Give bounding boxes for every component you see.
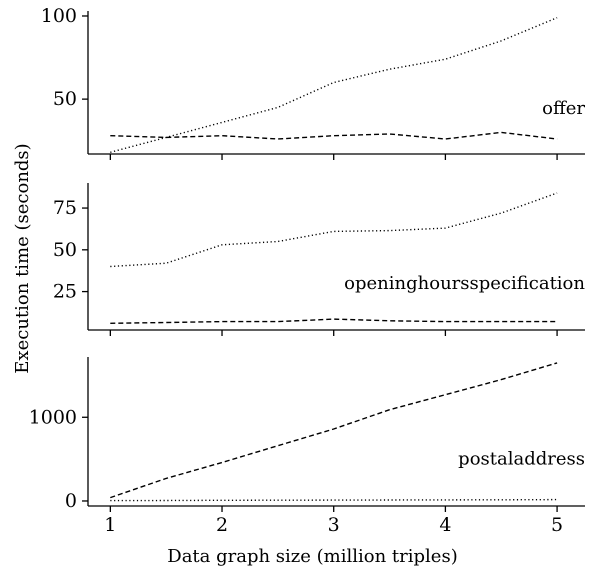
x-tick-label: 5 bbox=[551, 514, 563, 536]
series-line-dotted bbox=[110, 498, 558, 502]
y-tick-label: 100 bbox=[41, 5, 77, 27]
x-tick-label: 3 bbox=[328, 514, 340, 536]
series-line-dotted bbox=[110, 192, 558, 268]
series-line-dashed bbox=[110, 318, 558, 324]
panel-label-postaladdress: postaladdress bbox=[458, 448, 585, 469]
panel-label-offer: offer bbox=[542, 98, 585, 119]
panel-openinghoursspecification: 25 50 75 openinghoursspecification bbox=[53, 183, 585, 336]
panel-label-openinghoursspecification: openinghoursspecification bbox=[344, 273, 585, 294]
series-line-dashed bbox=[110, 362, 558, 499]
y-tick-label: 50 bbox=[53, 239, 77, 261]
y-tick-label: 0 bbox=[65, 490, 77, 512]
series-line-dashed bbox=[110, 131, 558, 140]
panel-offer: 50 100 offer bbox=[41, 5, 585, 160]
y-tick-label: 25 bbox=[53, 281, 77, 303]
x-tick-label: 4 bbox=[439, 514, 451, 536]
series-line-dotted bbox=[110, 17, 558, 153]
x-axis-title: Data graph size (million triples) bbox=[167, 546, 457, 567]
y-tick-label: 75 bbox=[53, 197, 77, 219]
x-tick-label: 1 bbox=[104, 514, 116, 536]
y-tick-label: 50 bbox=[53, 88, 77, 110]
y-axis-title: Execution time (seconds) bbox=[12, 143, 33, 373]
panel-postaladdress: 0 1000 1 2 3 4 5 postaladdress bbox=[29, 357, 585, 536]
x-tick-label: 2 bbox=[216, 514, 228, 536]
chart-panels: 50100offer255075openinghoursspecificatio… bbox=[29, 5, 586, 536]
y-tick-label: 1000 bbox=[29, 406, 77, 428]
